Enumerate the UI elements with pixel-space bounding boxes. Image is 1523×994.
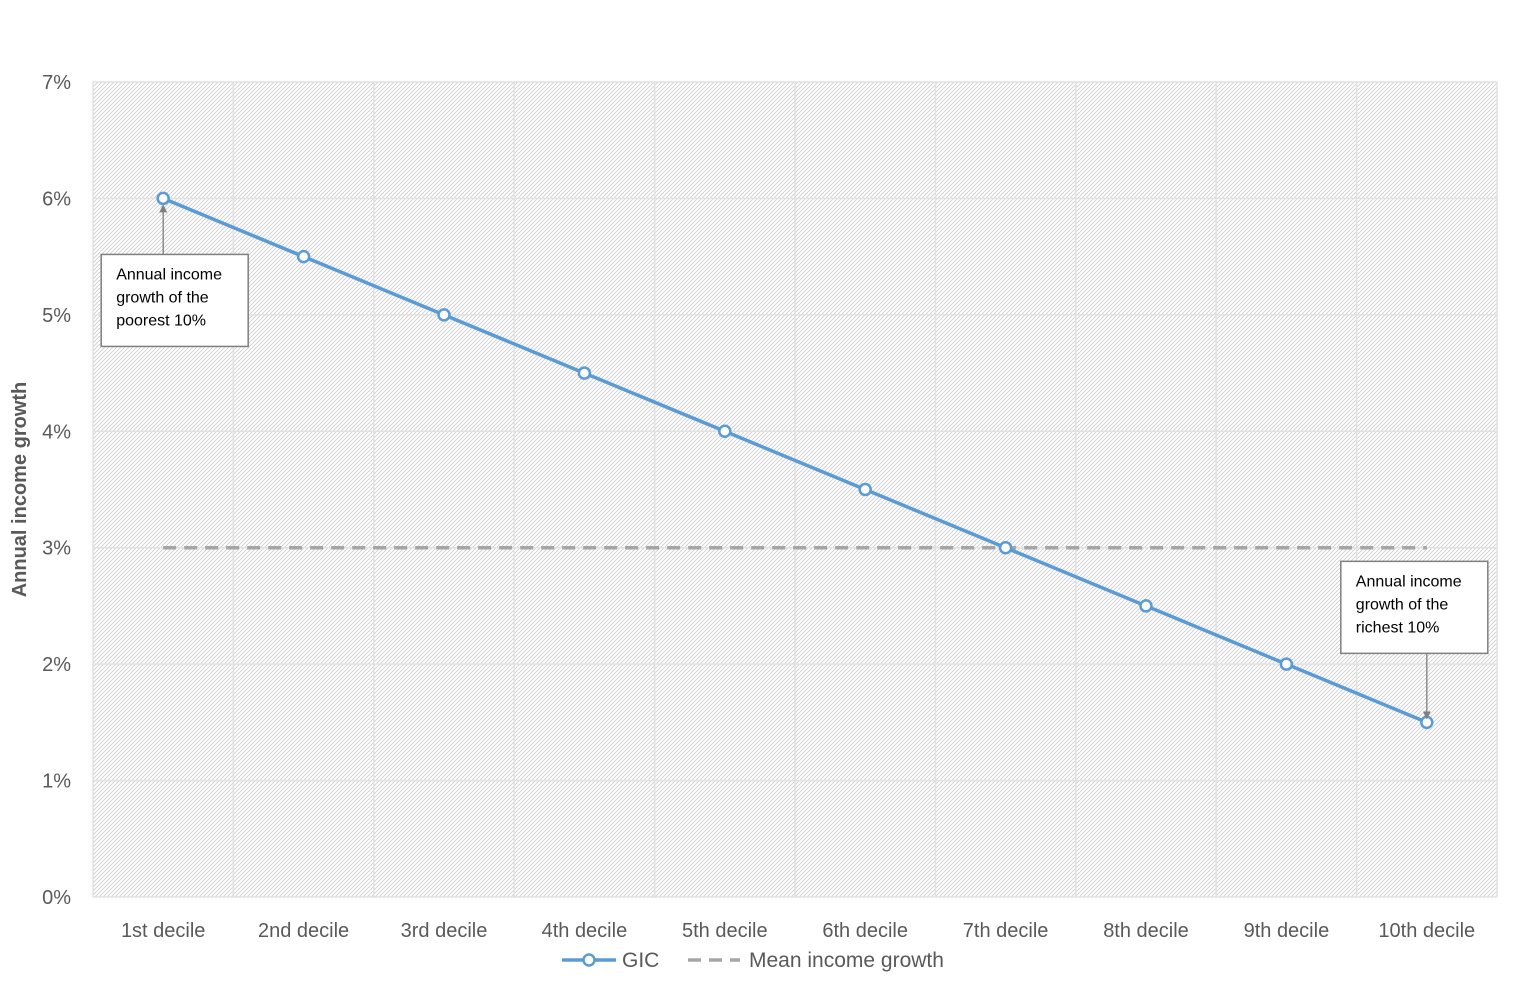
- x-tick-label: 8th decile: [1103, 920, 1189, 942]
- x-tick-label: 1st decile: [121, 920, 206, 942]
- legend: GIC Mean income growth: [562, 949, 944, 972]
- gic-point: [718, 424, 732, 439]
- callout-richest: Annual income growth of the richest 10%: [1340, 560, 1489, 720]
- callout-text-line: richest 10%: [1356, 619, 1440, 636]
- gic-point: [437, 308, 451, 322]
- x-tick-label: 9th decile: [1244, 920, 1330, 942]
- callout-text-line: poorest 10%: [116, 312, 206, 329]
- y-axis-title: Annual income growth: [9, 382, 31, 598]
- gridlines: [92, 81, 1498, 898]
- legend-item-mean: Mean income growth: [688, 949, 944, 972]
- x-tick-label: 3rd decile: [401, 920, 488, 942]
- x-tick-label: 2nd decile: [258, 920, 349, 942]
- y-tick-label: 0%: [42, 887, 71, 909]
- y-tick-label: 2%: [42, 654, 71, 676]
- callout-text-line: Annual income: [116, 266, 222, 283]
- legend-marker-gic: [582, 953, 596, 967]
- gic-point: [858, 482, 872, 497]
- x-tick-label: 10th decile: [1378, 920, 1475, 942]
- gic-point: [296, 249, 311, 264]
- y-tick-label: 4%: [42, 421, 71, 443]
- x-tick-label: 7th decile: [963, 920, 1049, 942]
- gic-point: [577, 366, 592, 380]
- y-tick-label: 7%: [42, 72, 71, 94]
- callout-text-line: growth of the: [1356, 596, 1449, 613]
- gic-line: [162, 196, 1428, 724]
- y-tick-label: 3%: [42, 538, 71, 560]
- x-axis: 1st decile 2nd decile 3rd decile 4th decile…: [121, 920, 1475, 942]
- callout-poorest: Annual income growth of the poorest 10%: [100, 204, 249, 348]
- x-tick-label: 6th decile: [822, 920, 908, 942]
- y-tick-label: 5%: [42, 305, 71, 327]
- legend-item-gic: GIC: [562, 949, 659, 972]
- callout-text-line: Annual income: [1356, 573, 1462, 590]
- y-tick-label: 6%: [42, 188, 71, 210]
- callout-box: [1340, 560, 1489, 655]
- legend-label-mean: Mean income growth: [749, 949, 944, 972]
- gic-point: [1139, 599, 1153, 613]
- legend-label-gic: GIC: [622, 949, 659, 972]
- gic-point: [1420, 715, 1434, 730]
- x-tick-label: 4th decile: [542, 920, 628, 942]
- callout-box: [100, 253, 249, 348]
- gic-point: [998, 540, 1013, 555]
- callout-text-line: growth of the: [116, 289, 209, 306]
- gic-point: [1279, 657, 1294, 671]
- y-axis: 0% 1% 2% 3% 4% 5% 6% 7%: [42, 72, 71, 909]
- gic-point: [156, 191, 170, 206]
- series: [156, 191, 1434, 730]
- y-tick-label: 1%: [42, 771, 71, 793]
- x-tick-label: 5th decile: [682, 920, 768, 942]
